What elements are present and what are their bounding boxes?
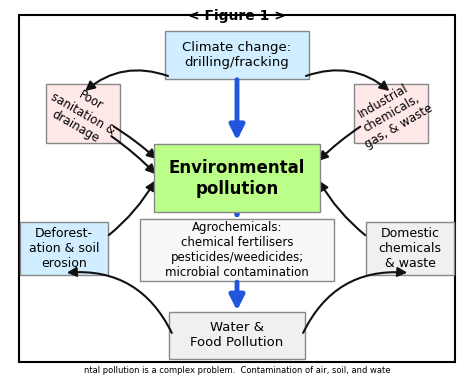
FancyArrowPatch shape xyxy=(231,80,243,135)
Text: Agrochemicals:
chemical fertilisers
pesticides/weedicides;
microbial contaminati: Agrochemicals: chemical fertilisers pest… xyxy=(165,221,309,279)
FancyArrowPatch shape xyxy=(231,282,243,305)
Text: < Figure 1 >: < Figure 1 > xyxy=(188,9,286,23)
Text: Environmental
pollution: Environmental pollution xyxy=(169,159,305,197)
FancyBboxPatch shape xyxy=(46,85,119,143)
Text: Climate change:
drilling/fracking: Climate change: drilling/fracking xyxy=(182,41,292,69)
Text: Poor
sanitation &
drainage: Poor sanitation & drainage xyxy=(41,77,125,150)
FancyBboxPatch shape xyxy=(165,31,309,79)
FancyArrowPatch shape xyxy=(111,136,154,172)
Text: ntal pollution is a complex problem.  Contamination of air, soil, and wate: ntal pollution is a complex problem. Con… xyxy=(84,366,390,375)
FancyArrowPatch shape xyxy=(320,127,360,160)
Text: Industrial
chemicals,
gas, & waste: Industrial chemicals, gas, & waste xyxy=(347,76,435,151)
FancyBboxPatch shape xyxy=(140,219,334,281)
FancyBboxPatch shape xyxy=(19,15,455,362)
FancyArrowPatch shape xyxy=(114,127,155,158)
FancyBboxPatch shape xyxy=(20,222,108,275)
FancyArrowPatch shape xyxy=(87,70,168,89)
FancyArrowPatch shape xyxy=(109,183,154,235)
FancyBboxPatch shape xyxy=(354,85,428,143)
Text: Deforest-
ation & soil
erosion: Deforest- ation & soil erosion xyxy=(29,227,99,270)
Text: Water &
Food Pollution: Water & Food Pollution xyxy=(191,321,283,349)
FancyBboxPatch shape xyxy=(169,312,304,359)
FancyArrowPatch shape xyxy=(320,183,365,235)
FancyArrowPatch shape xyxy=(231,199,243,215)
FancyBboxPatch shape xyxy=(366,222,454,275)
FancyArrowPatch shape xyxy=(303,268,405,333)
FancyArrowPatch shape xyxy=(306,70,388,89)
FancyBboxPatch shape xyxy=(154,144,320,212)
Text: Domestic
chemicals
& waste: Domestic chemicals & waste xyxy=(379,227,441,270)
FancyArrowPatch shape xyxy=(69,268,172,333)
